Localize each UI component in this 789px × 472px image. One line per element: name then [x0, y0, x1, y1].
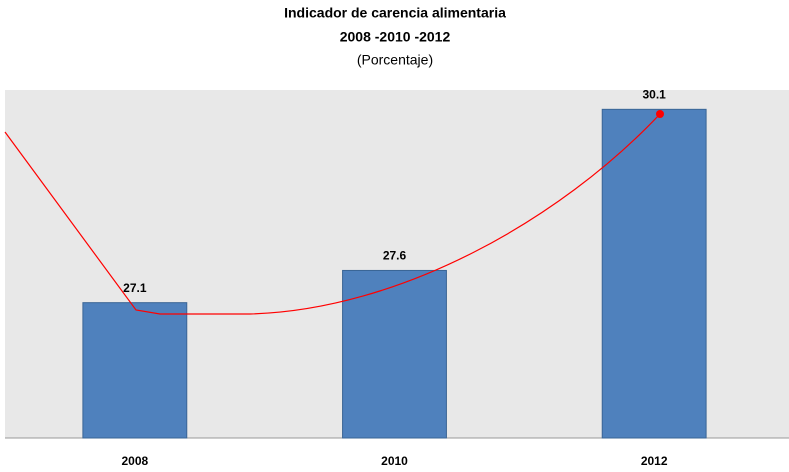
x-tick-label: 2012	[641, 454, 668, 468]
data-label: 30.1	[642, 88, 666, 102]
data-label: 27.1	[123, 281, 147, 295]
x-tick-label: 2010	[381, 454, 408, 468]
x-tick-label: 2008	[121, 454, 148, 468]
chart-title: Indicador de carencia alimentaria	[284, 5, 506, 21]
bar	[342, 269, 447, 439]
trend-curve	[4, 113, 661, 315]
curve-dot	[656, 110, 664, 118]
bar	[82, 302, 188, 439]
chart-subtitle: 2008 -2010 -2012	[340, 29, 451, 45]
data-label: 27.6	[383, 249, 407, 263]
bar	[601, 108, 707, 439]
unit-label: (Porcentaje)	[357, 52, 433, 68]
bars	[82, 108, 707, 439]
